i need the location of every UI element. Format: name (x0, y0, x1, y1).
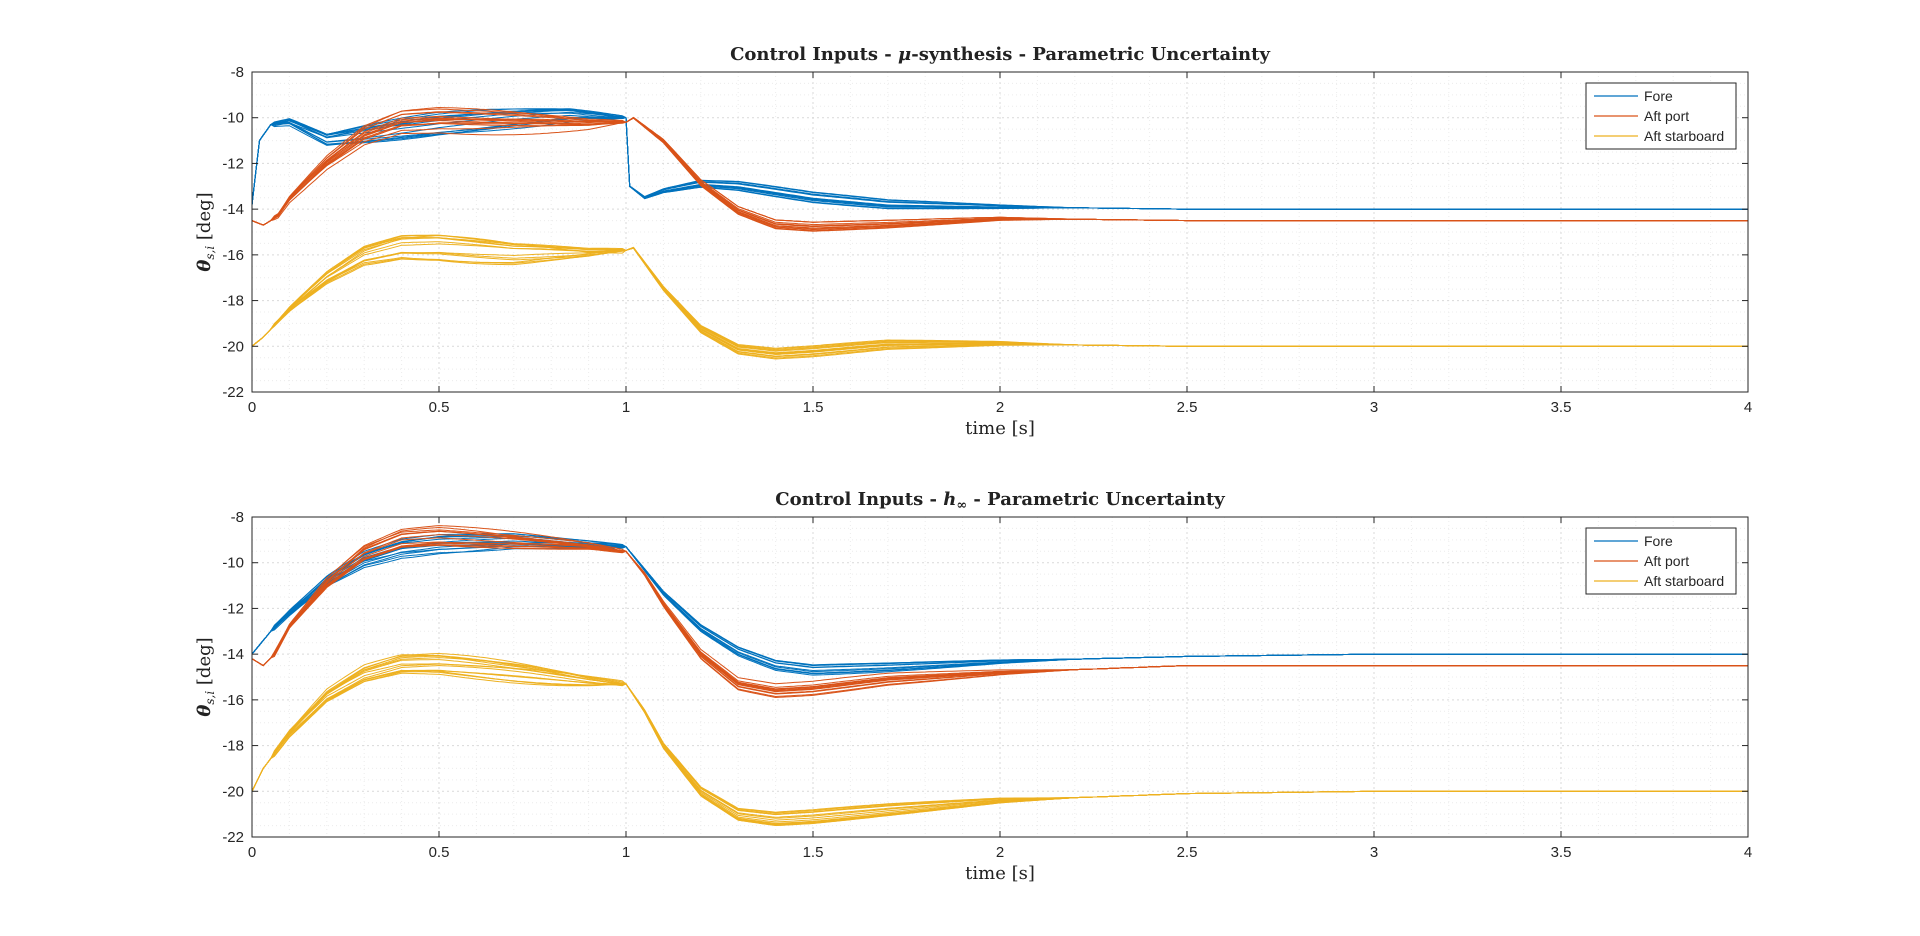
series-line (251, 108, 1748, 231)
y-tick-label: -22 (222, 829, 244, 846)
x-tick-label: 1 (622, 844, 630, 861)
y-tick-label: -20 (222, 338, 244, 355)
chart-panel-1: 0 0.5 1 1.5 2 2.5 3 3.5 4 -22 -20 -18 -16 -14 -12 -10 -8… (194, 44, 1752, 439)
ticks: 0 0.5 1 1.5 2 2.5 3 3.5 4 -22 -20 -18 -16 -14 -12 -10 -8 (222, 64, 1752, 416)
y-axis-label: θs,i [deg] (194, 192, 217, 271)
y-tick-label: -12 (222, 155, 244, 172)
x-tick-label: 2 (996, 844, 1004, 861)
series-aft-starboard (251, 234, 1748, 360)
legend-entry: Aft starboard (1644, 573, 1724, 589)
legend-entry: Aft starboard (1644, 128, 1724, 144)
x-tick-label: 1 (622, 399, 630, 416)
y-tick-label: -10 (222, 110, 244, 127)
x-tick-label: 3.5 (1551, 399, 1572, 416)
y-tick-label: -12 (222, 600, 244, 617)
y-tick-label: -14 (222, 201, 244, 218)
x-tick-label: 2 (996, 399, 1004, 416)
chart-title: Control Inputs - h∞ - Parametric Uncerta… (775, 489, 1225, 513)
y-tick-label: -18 (222, 293, 244, 310)
x-tick-label: 0.5 (429, 399, 450, 416)
series-aft-port (251, 525, 1748, 699)
series-group (251, 525, 1748, 827)
x-tick-label: 1.5 (803, 399, 824, 416)
y-tick-label: -14 (222, 646, 244, 663)
x-tick-label: 3 (1370, 844, 1378, 861)
y-tick-label: -10 (222, 555, 244, 572)
chart-panel-2: 0 0.5 1 1.5 2 2.5 3 3.5 4 -22 -20 -18 -16 -14 -12 -10 -8… (194, 489, 1752, 884)
x-tick-label: 4 (1744, 844, 1752, 861)
y-tick-label: -16 (222, 692, 244, 709)
y-tick-label: -20 (222, 783, 244, 800)
legend-entry: Fore (1644, 533, 1673, 549)
x-tick-label: 1.5 (803, 844, 824, 861)
legend-entry: Aft port (1644, 553, 1689, 569)
y-axis-label: θs,i [deg] (194, 637, 217, 716)
y-tick-label: -18 (222, 738, 244, 755)
series-line (251, 525, 1748, 690)
y-tick-label: -8 (231, 64, 244, 81)
ticks: 0 0.5 1 1.5 2 2.5 3 3.5 4 -22 -20 -18 -16 -14 -12 -10 -8 (222, 509, 1752, 861)
series-line (251, 657, 1748, 815)
x-axis-label: time [s] (965, 418, 1035, 439)
chart-title: Control Inputs - μ-synthesis - Parametri… (730, 44, 1270, 65)
legend-entry: Fore (1644, 88, 1673, 104)
y-tick-label: -16 (222, 247, 244, 264)
x-tick-label: 0.5 (429, 844, 450, 861)
series-group (251, 106, 1748, 360)
x-axis-label: time [s] (965, 863, 1035, 884)
x-tick-label: 0 (248, 844, 256, 861)
x-tick-label: 3.5 (1551, 844, 1572, 861)
y-tick-label: -22 (222, 384, 244, 401)
legend: Fore Aft port Aft starboard (1585, 82, 1737, 150)
legend-entry: Aft port (1644, 108, 1689, 124)
y-tick-label: -8 (231, 509, 244, 526)
x-tick-label: 0 (248, 399, 256, 416)
legend-box (1585, 82, 1737, 150)
x-tick-label: 2.5 (1177, 844, 1198, 861)
series-aft-port (251, 106, 1748, 232)
x-tick-label: 3 (1370, 399, 1378, 416)
series-aft-starboard (251, 652, 1748, 827)
x-tick-label: 2.5 (1177, 399, 1198, 416)
x-tick-label: 4 (1744, 399, 1752, 416)
series-line (251, 247, 1748, 360)
legend: Fore Aft port Aft starboard (1585, 527, 1737, 595)
